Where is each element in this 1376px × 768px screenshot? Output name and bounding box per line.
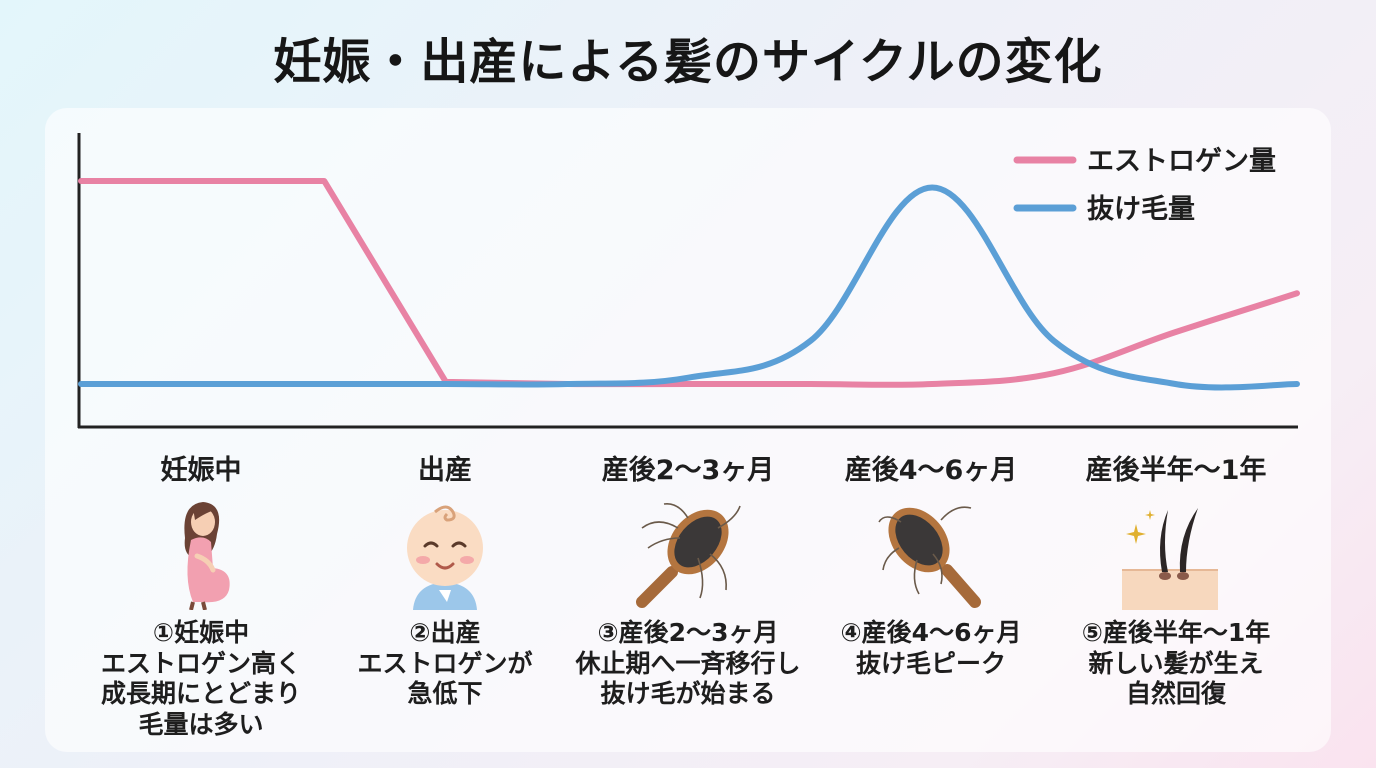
- desc-line: 休止期へ一斉移行し: [575, 648, 801, 678]
- legend-label: 抜け毛量: [1087, 194, 1195, 225]
- page-title: 妊娠・出産による髪のサイクルの変化: [273, 34, 1103, 90]
- stage-description: ②出産 エストロゲンが 急低下: [315, 618, 575, 710]
- stage-description: ③産後2〜3ヶ月 休止期へ一斉移行し 抜け毛が始まる: [558, 618, 818, 710]
- desc-line: ③産後2〜3ヶ月: [597, 618, 779, 647]
- desc-line: ②出産: [409, 618, 481, 647]
- desc-line: エストロゲン高く: [100, 648, 301, 678]
- stage-description: ④産後4〜6ヶ月 抜け毛ピーク: [801, 618, 1061, 679]
- desc-line: 新しい髪が生え: [1088, 648, 1264, 678]
- desc-line: ⑤産後半年〜1年: [1081, 618, 1271, 647]
- x-tick-label: 産後半年〜1年: [1085, 455, 1267, 486]
- stage-description: ⑤産後半年〜1年 新しい髪が生え 自然回復: [1046, 618, 1306, 710]
- series-line-hair-loss: [78, 184, 1300, 391]
- desc-line: ④産後4〜6ヶ月: [840, 618, 1022, 647]
- desc-line: 抜け毛ピーク: [855, 648, 1006, 678]
- chart-card: エストロゲン量 抜け毛量 妊娠中 出産 産後2〜3ヶ月 産後4〜6ヶ月 産後半年〜…: [45, 108, 1331, 752]
- desc-line: エストロゲンが: [357, 648, 533, 678]
- desc-line: 成長期にとどまり: [100, 679, 301, 708]
- desc-line: ①妊娠中: [152, 618, 250, 647]
- stage-description: ①妊娠中 エストロゲン高く 成長期にとどまり 毛量は多い: [71, 618, 331, 740]
- desc-line: 急低下: [407, 679, 483, 708]
- desc-line: 毛量は多い: [138, 709, 264, 739]
- x-tick-label: 出産: [418, 455, 472, 486]
- hair-regrowth-icon: [1122, 508, 1218, 610]
- legend-label: エストロゲン量: [1087, 146, 1276, 177]
- baby-icon: [407, 505, 483, 610]
- hairbrush-peak-icon: [878, 506, 981, 608]
- pregnant-woman-icon: [184, 502, 230, 610]
- x-tick-label: 産後2〜3ヶ月: [601, 455, 775, 486]
- hairbrush-shedding-icon: [636, 502, 741, 608]
- desc-line: 抜け毛が始まる: [600, 679, 776, 708]
- desc-line: 自然回復: [1125, 679, 1226, 708]
- series-line-estrogen: [78, 177, 1300, 388]
- x-tick-label: 妊娠中: [160, 455, 242, 486]
- x-tick-label: 産後4〜6ヶ月: [844, 455, 1018, 486]
